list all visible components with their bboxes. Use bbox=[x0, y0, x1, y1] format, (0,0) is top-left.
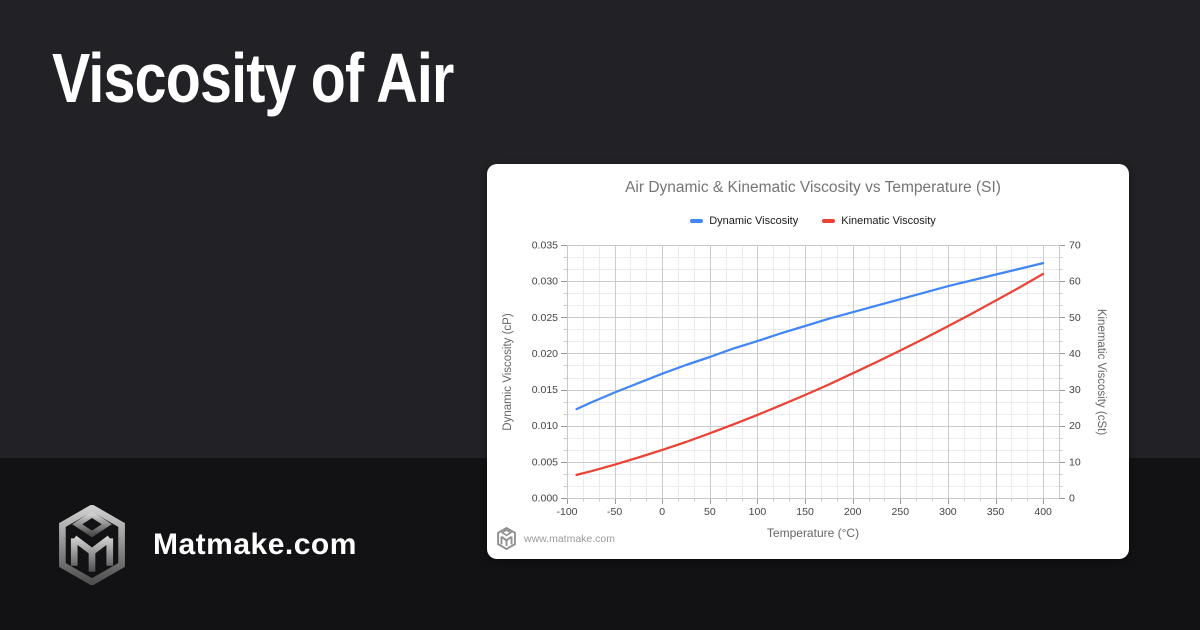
svg-text:-50: -50 bbox=[607, 506, 622, 518]
svg-text:0.030: 0.030 bbox=[532, 276, 558, 288]
svg-text:300: 300 bbox=[939, 506, 957, 518]
svg-text:50: 50 bbox=[704, 506, 716, 518]
data-series bbox=[575, 261, 1045, 477]
svg-text:400: 400 bbox=[1034, 506, 1052, 518]
svg-text:0.035: 0.035 bbox=[532, 240, 558, 252]
major-gridlines bbox=[567, 245, 1059, 498]
chart-legend: Dynamic Viscosity Kinematic Viscosity bbox=[567, 213, 1059, 229]
svg-text:0: 0 bbox=[659, 506, 665, 518]
brand-name: Matmake.com bbox=[153, 528, 357, 561]
chart-plot-area: -100 -50 0 50 100 150 200 250 300 350 4000.0000.00… bbox=[532, 240, 1081, 519]
svg-text:40: 40 bbox=[1069, 348, 1081, 360]
tick-labels: -100 -50 0 50 100 150 200 250 300 350 4000.0000.00… bbox=[532, 240, 1081, 519]
matmake-cube-logo-icon bbox=[59, 505, 125, 585]
svg-text:250: 250 bbox=[892, 506, 910, 518]
svg-text:0.015: 0.015 bbox=[532, 384, 558, 396]
minor-gridlines bbox=[567, 245, 1059, 498]
watermark-url: www.matmake.com bbox=[524, 532, 616, 545]
legend-swatch-icon bbox=[690, 219, 704, 223]
axis-ticks bbox=[561, 245, 1065, 504]
svg-text:20: 20 bbox=[1069, 420, 1081, 432]
svg-text:0.025: 0.025 bbox=[532, 312, 558, 324]
legend-swatch-icon bbox=[822, 219, 836, 223]
svg-text:10: 10 bbox=[1069, 456, 1081, 468]
legend-label: Kinematic Viscosity bbox=[841, 215, 936, 227]
plot-border bbox=[567, 245, 1060, 499]
svg-text:0.010: 0.010 bbox=[532, 420, 558, 432]
legend-item-kinematic-viscosity: Kinematic Viscosity bbox=[822, 215, 936, 227]
card-watermark: www.matmake.com bbox=[496, 527, 615, 550]
svg-text:0.005: 0.005 bbox=[532, 456, 558, 468]
svg-text:350: 350 bbox=[987, 506, 1005, 518]
svg-text:200: 200 bbox=[844, 506, 862, 518]
svg-text:30: 30 bbox=[1069, 384, 1081, 396]
chart-title: Air Dynamic & Kinematic Viscosity vs Tem… bbox=[625, 179, 1001, 196]
x-axis-title: Temperature (°C) bbox=[766, 526, 860, 540]
svg-text:0: 0 bbox=[1069, 493, 1075, 505]
page-title: Viscosity of Air bbox=[52, 39, 454, 117]
svg-text:100: 100 bbox=[749, 506, 767, 518]
legend-item-dynamic-viscosity: Dynamic Viscosity bbox=[690, 215, 798, 227]
legend-label: Dynamic Viscosity bbox=[709, 215, 799, 227]
svg-text:150: 150 bbox=[796, 506, 814, 518]
left-axis-title: Dynamic Viscosity (cP) bbox=[502, 313, 514, 431]
brand-block: Matmake.com bbox=[55, 505, 357, 585]
svg-text:50: 50 bbox=[1069, 312, 1081, 324]
series-line-dynamic-viscosity bbox=[575, 261, 1045, 411]
svg-text:0.020: 0.020 bbox=[532, 348, 558, 360]
svg-text:70: 70 bbox=[1069, 240, 1081, 252]
svg-text:0.000: 0.000 bbox=[532, 493, 558, 505]
right-axis-title: Kinematic Viscosity (cSt) bbox=[1095, 308, 1107, 436]
matmake-cube-logo-small-icon bbox=[497, 527, 516, 550]
chart-card: Air Dynamic & Kinematic Viscosity vs Tem… bbox=[487, 164, 1129, 559]
svg-text:-100: -100 bbox=[556, 506, 577, 518]
series-line-kinematic-viscosity bbox=[575, 272, 1045, 477]
svg-text:60: 60 bbox=[1069, 276, 1081, 288]
